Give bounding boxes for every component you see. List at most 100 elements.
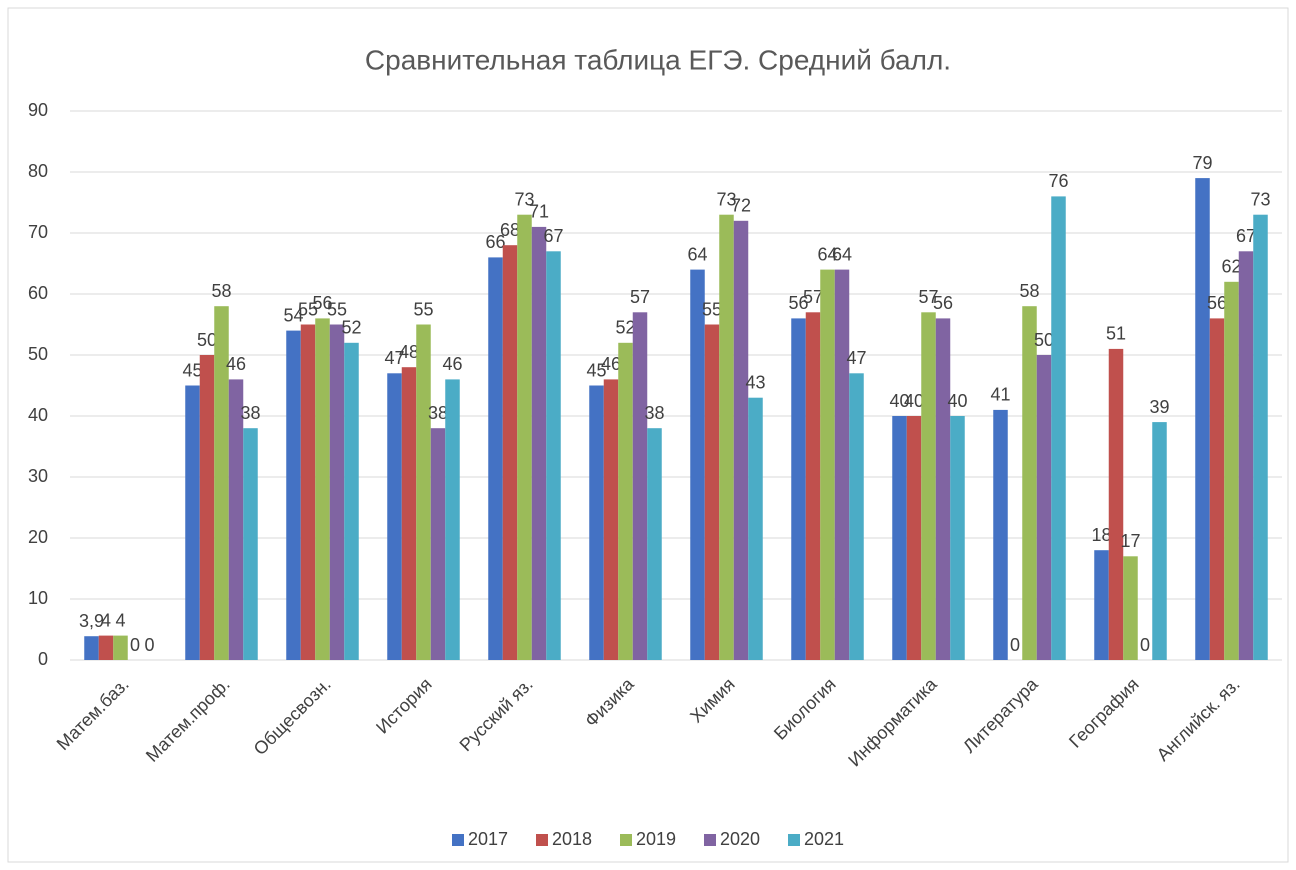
data-label: 17 — [1120, 531, 1140, 551]
data-label: 0 — [1010, 635, 1020, 655]
data-label: 67 — [543, 226, 563, 246]
data-label: 55 — [327, 299, 347, 319]
bar — [416, 324, 431, 660]
data-label: 64 — [832, 244, 852, 264]
legend-label: 2018 — [552, 829, 592, 849]
data-label: 76 — [1048, 171, 1068, 191]
data-label: 50 — [197, 330, 217, 350]
data-label: 0 — [1140, 635, 1150, 655]
data-label: 40 — [947, 391, 967, 411]
legend-swatch — [788, 834, 800, 846]
bar — [647, 428, 662, 660]
legend-label: 2017 — [468, 829, 508, 849]
data-label: 3,9 — [79, 611, 104, 631]
data-label: 41 — [990, 385, 1010, 405]
y-tick-label: 40 — [28, 405, 48, 425]
bar — [286, 330, 301, 660]
data-label: 43 — [745, 372, 765, 392]
bar — [300, 324, 316, 660]
bar — [748, 397, 763, 660]
y-tick-label: 50 — [28, 344, 48, 364]
data-label: 18 — [1091, 525, 1111, 545]
data-label: 47 — [846, 348, 866, 368]
bar — [1123, 556, 1138, 660]
bar — [603, 379, 619, 660]
bar — [387, 373, 402, 660]
bar — [401, 367, 417, 660]
bar — [704, 324, 720, 660]
bar — [430, 428, 446, 660]
bar — [906, 416, 922, 660]
bar — [243, 428, 258, 660]
chart-title: Сравнительная таблица ЕГЭ. Средний балл. — [365, 44, 951, 75]
bar — [1022, 306, 1037, 660]
y-tick-label: 90 — [28, 100, 48, 120]
data-label: 58 — [1019, 281, 1039, 301]
data-label: 46 — [601, 354, 621, 374]
bar — [1152, 422, 1167, 660]
data-label: 47 — [384, 348, 404, 368]
bar — [1238, 251, 1254, 661]
data-label: 39 — [1149, 397, 1169, 417]
bar — [502, 245, 518, 660]
data-label: 72 — [731, 196, 751, 216]
data-label: 57 — [918, 287, 938, 307]
legend-label: 2021 — [804, 829, 844, 849]
bar — [84, 636, 99, 660]
data-label: 56 — [788, 293, 808, 313]
data-label: 56 — [933, 293, 953, 313]
bar — [185, 385, 200, 660]
y-tick-label: 80 — [28, 161, 48, 181]
bar — [935, 318, 951, 660]
data-label: 55 — [702, 299, 722, 319]
data-label: 73 — [514, 189, 534, 209]
bar — [531, 226, 547, 660]
data-label: 52 — [341, 318, 361, 338]
bar — [214, 306, 229, 660]
bar — [517, 214, 532, 660]
data-label: 73 — [1250, 189, 1270, 209]
bar — [1224, 281, 1239, 660]
data-label: 38 — [240, 403, 260, 423]
bar — [892, 416, 907, 660]
bar — [589, 385, 604, 660]
bar — [805, 312, 821, 660]
data-label: 58 — [211, 281, 231, 301]
data-label: 64 — [687, 244, 707, 264]
bar — [1108, 348, 1124, 660]
data-label: 45 — [182, 360, 202, 380]
bar — [1209, 318, 1225, 660]
data-label: 56 — [1207, 293, 1227, 313]
bar — [1051, 196, 1066, 660]
y-tick-label: 30 — [28, 466, 48, 486]
y-tick-label: 10 — [28, 588, 48, 608]
data-label: 38 — [428, 403, 448, 423]
bar — [849, 373, 864, 660]
data-label: 0 — [144, 635, 154, 655]
data-label: 57 — [803, 287, 823, 307]
bar — [1094, 550, 1109, 660]
legend-label: 2020 — [720, 829, 760, 849]
data-label: 73 — [716, 189, 736, 209]
data-label: 40 — [889, 391, 909, 411]
data-label: 46 — [442, 354, 462, 374]
legend-swatch — [536, 834, 548, 846]
bar — [921, 312, 936, 660]
bar — [113, 635, 128, 660]
bar — [488, 257, 503, 660]
y-tick-label: 20 — [28, 527, 48, 547]
data-label: 45 — [586, 360, 606, 380]
bar — [1253, 214, 1268, 660]
bar — [1036, 355, 1052, 660]
bar — [445, 379, 460, 660]
legend-label: 2019 — [636, 829, 676, 849]
data-label: 79 — [1192, 153, 1212, 173]
bar — [719, 214, 734, 660]
data-label: 48 — [399, 342, 419, 362]
data-label: 57 — [630, 287, 650, 307]
y-tick-label: 60 — [28, 283, 48, 303]
bar — [950, 416, 965, 660]
bar — [228, 379, 244, 660]
legend-swatch — [620, 834, 632, 846]
